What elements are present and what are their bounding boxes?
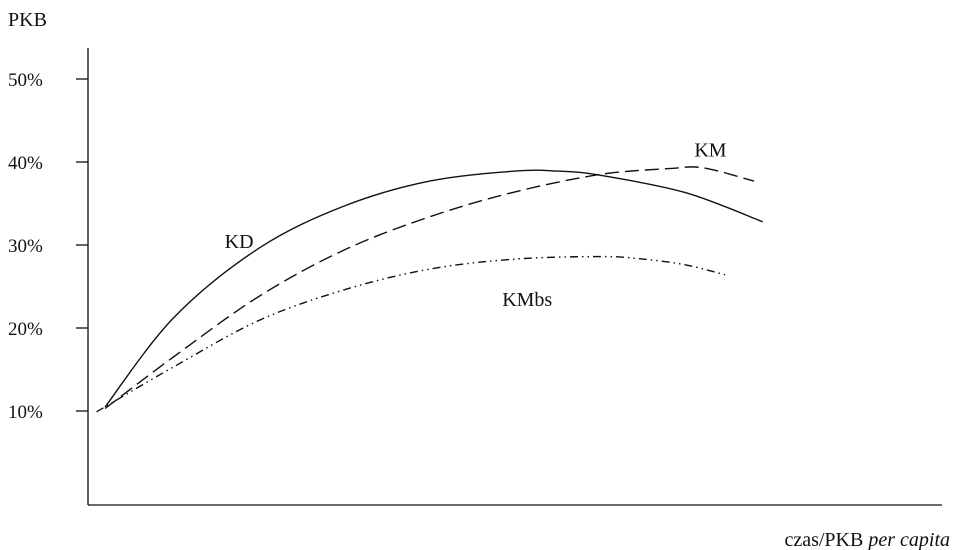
annotation-km: KM xyxy=(694,140,726,162)
y-axis-label: PKB xyxy=(8,9,47,31)
series-km-line xyxy=(104,166,755,410)
y-tick-label: 10% xyxy=(8,402,43,423)
y-tick-label: 20% xyxy=(8,319,43,340)
annotation-kmbs: KMbs xyxy=(502,289,552,311)
y-ticks: 10% 20% 30% 40% 50% xyxy=(8,70,88,423)
axes xyxy=(87,48,942,506)
x-axis-label-main: czas/PKB xyxy=(784,529,863,550)
annotation-kd: KD xyxy=(225,231,254,253)
series-kd-line xyxy=(104,169,763,408)
series-lines xyxy=(96,166,763,413)
x-axis-label: czas/PKB per capita xyxy=(784,529,950,550)
y-tick-label: 30% xyxy=(8,236,43,257)
y-tick-label: 50% xyxy=(8,70,43,91)
series-kmbs-line xyxy=(96,255,729,413)
y-tick-label: 40% xyxy=(8,153,43,174)
x-axis-label-italic: per capita xyxy=(866,529,950,550)
annotations: KD KM KMbs xyxy=(225,140,727,311)
